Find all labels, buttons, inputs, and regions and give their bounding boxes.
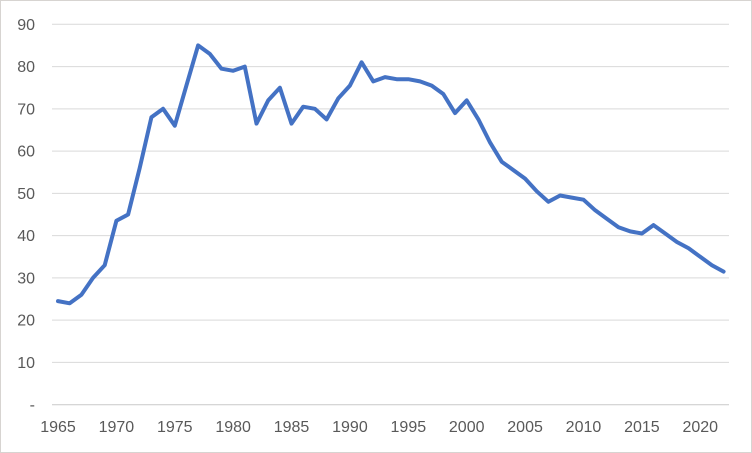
x-tick-label-2010: 2010 bbox=[566, 419, 602, 436]
y-tick-label-90: 90 bbox=[17, 17, 35, 34]
y-tick-label-80: 80 bbox=[17, 59, 35, 76]
y-tick-label-0: - bbox=[30, 397, 35, 414]
x-tick-label-1980: 1980 bbox=[215, 419, 251, 436]
gridlines bbox=[52, 23, 729, 406]
y-tick-label-10: 10 bbox=[17, 355, 35, 372]
data-series-line bbox=[56, 43, 726, 306]
x-tick-label-1995: 1995 bbox=[391, 419, 427, 436]
y-tick-label-20: 20 bbox=[17, 313, 35, 330]
x-axis-labels: 1965 1970 1975 1980 1985 1990 1995 2000 2005 2010… bbox=[40, 419, 718, 436]
x-tick-label-1990: 1990 bbox=[332, 419, 368, 436]
x-tick-label-2005: 2005 bbox=[507, 419, 543, 436]
x-tick-label-1965: 1965 bbox=[40, 419, 76, 436]
y-axis-labels: - 10 20 30 40 50 60 70 80 90 bbox=[17, 17, 35, 414]
x-tick-label-2015: 2015 bbox=[624, 419, 660, 436]
y-tick-label-60: 60 bbox=[17, 144, 35, 161]
x-tick-label-2000: 2000 bbox=[449, 419, 485, 436]
y-tick-label-70: 70 bbox=[17, 101, 35, 118]
x-tick-label-1975: 1975 bbox=[157, 419, 193, 436]
y-tick-label-50: 50 bbox=[17, 186, 35, 203]
y-tick-label-40: 40 bbox=[17, 228, 35, 245]
x-tick-label-1970: 1970 bbox=[99, 419, 135, 436]
y-tick-label-30: 30 bbox=[17, 270, 35, 287]
x-tick-label-1985: 1985 bbox=[274, 419, 310, 436]
x-tick-label-2020: 2020 bbox=[682, 419, 718, 436]
